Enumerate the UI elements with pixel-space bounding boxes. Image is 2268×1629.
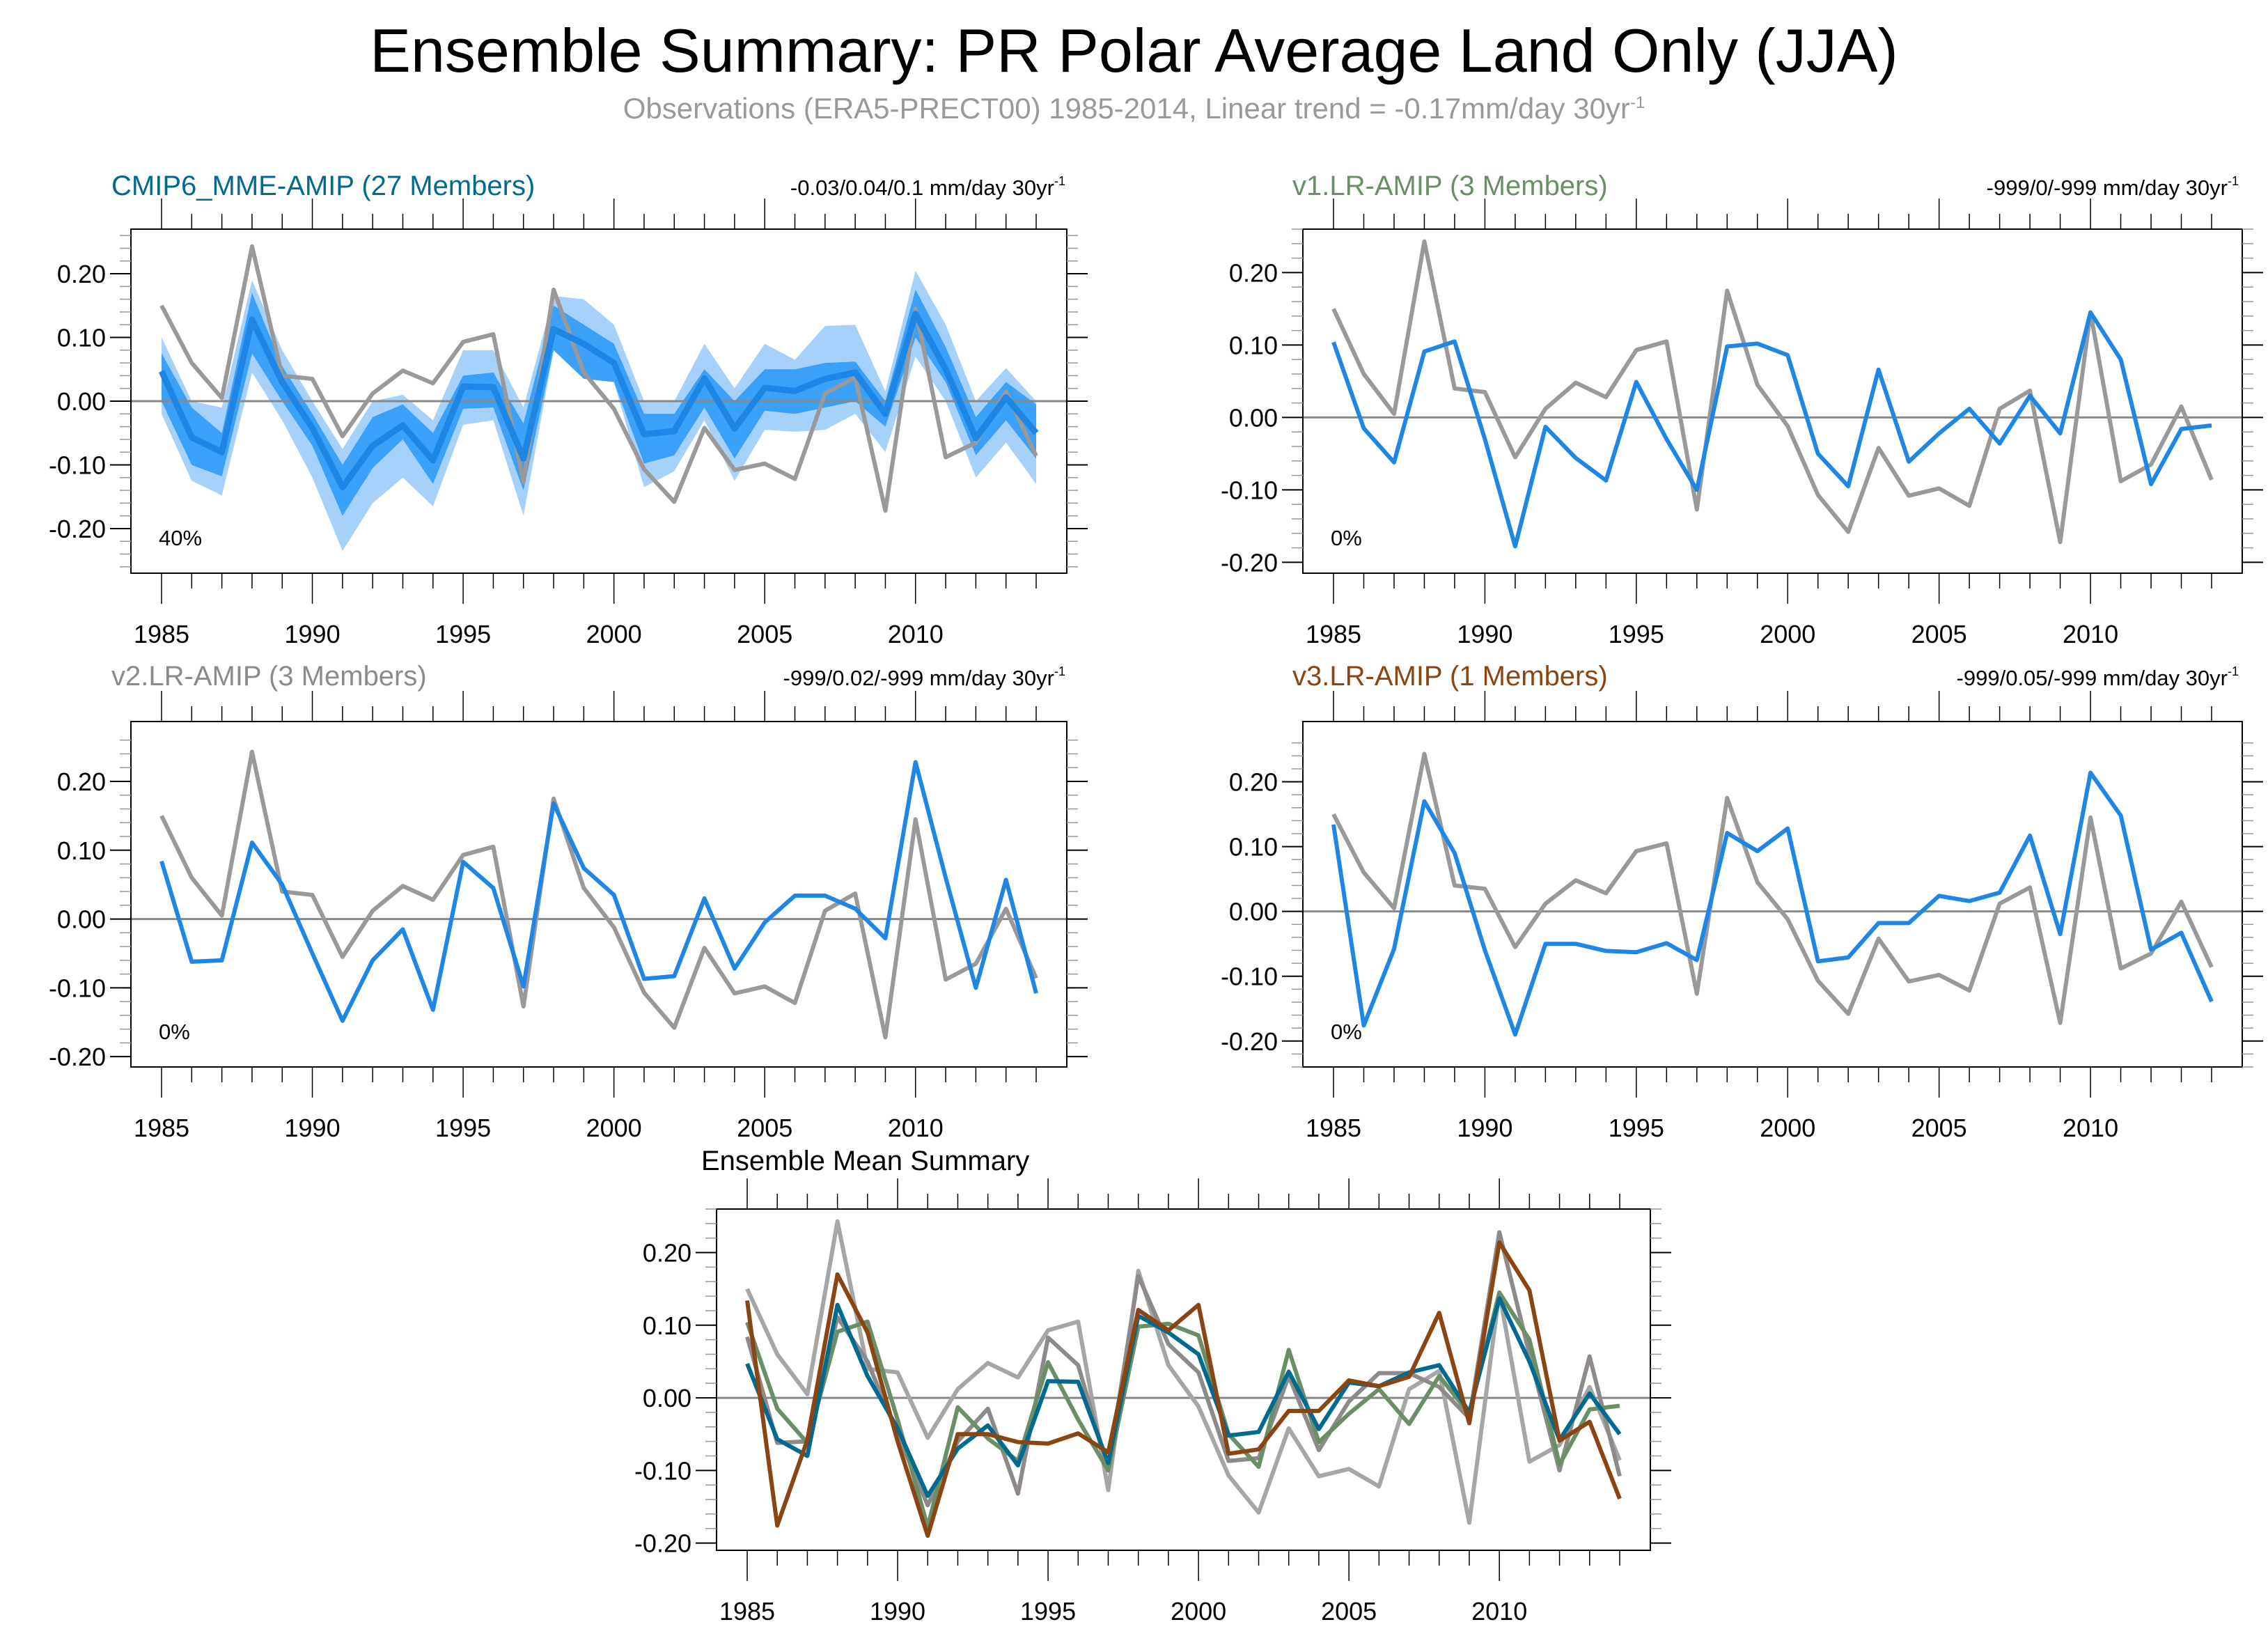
y-tick-label: 0.20: [1229, 768, 1278, 797]
x-tick-label: 1985: [1306, 620, 1361, 648]
y-tick-label: -0.10: [49, 451, 106, 479]
x-tick-label: 2010: [888, 620, 944, 648]
x-tick-label: 2005: [1911, 620, 1967, 648]
x-tick-label: 1995: [435, 1114, 491, 1142]
series-line-ensemble-mean: [1331, 770, 2214, 1037]
series-line-observations: [159, 749, 1038, 1040]
y-tick-label: 0.10: [1229, 833, 1278, 862]
x-tick-label: 2005: [1321, 1597, 1377, 1626]
y-tick-label: -0.20: [634, 1529, 691, 1558]
trend-superscript: -1: [1054, 174, 1065, 188]
chart-title: v1.LR-AMIP (3 Members): [1292, 171, 1608, 201]
series-line-observations: [1331, 239, 2214, 545]
series-line-observations: [159, 244, 1038, 513]
y-tick-label: -0.10: [49, 974, 106, 1002]
percent-label: 0%: [1331, 1020, 1362, 1044]
x-tick-label: 2000: [1760, 1114, 1815, 1142]
chart-panel-2: v1.LR-AMIP (3 Members) -999/0/-999 mm/day…: [1221, 171, 2263, 648]
series-line-v1-lr-amip: [745, 1290, 1620, 1529]
y-tick-label: 0.20: [57, 767, 106, 796]
y-tick-label: 0.00: [57, 387, 106, 416]
subtitle-superscript: -1: [1629, 93, 1645, 112]
series-line-ensemble-mean: [158, 311, 1039, 490]
band-25-75-range: [162, 289, 1036, 516]
trend-label: -999/0.05/-999 mm/day 30yr-1: [1957, 664, 2239, 690]
x-tick-label: 1990: [285, 1114, 341, 1142]
y-tick-label: -0.20: [49, 1043, 106, 1071]
x-tick-label: 2000: [1760, 620, 1815, 648]
x-tick-label: 1990: [285, 620, 341, 648]
x-tick-label: 2005: [1911, 1114, 1967, 1142]
x-tick-label: 1985: [134, 1114, 189, 1142]
chart-panel-4: v3.LR-AMIP (1 Members) -999/0.05/-999 mm/…: [1221, 661, 2263, 1142]
y-tick-label: 0.00: [1229, 403, 1278, 432]
chart-title: v2.LR-AMIP (3 Members): [111, 661, 427, 692]
y-tick-label: 0.10: [1229, 331, 1278, 359]
y-tick-label: 0.20: [643, 1239, 691, 1268]
x-tick-label: 2010: [2063, 1114, 2118, 1142]
y-tick-label: -0.20: [1221, 1027, 1278, 1056]
x-tick-label: 1995: [435, 620, 491, 648]
y-tick-label: 0.20: [1229, 258, 1278, 287]
y-tick-label: -0.10: [1221, 962, 1278, 991]
trend-superscript: -1: [2228, 664, 2239, 678]
y-tick-label: 0.20: [57, 260, 106, 288]
band-10-90-range: [162, 270, 1036, 551]
trend-label: -0.03/0.04/0.1 mm/day 30yr-1: [790, 174, 1065, 200]
chart-panel-5: Ensemble Mean Summary 1985 1990 1995 2000 200…: [634, 1146, 1671, 1626]
x-tick-label: 1985: [134, 620, 189, 648]
x-tick-label: 2000: [586, 1114, 642, 1142]
x-tick-label: 2000: [1171, 1597, 1226, 1626]
trend-superscript: -1: [2228, 174, 2239, 188]
percent-label: 40%: [159, 526, 202, 550]
series-line-observations: [745, 1219, 1622, 1525]
x-tick-label: 2005: [737, 620, 792, 648]
chart-panel-1: CMIP6_MME-AMIP (27 Members) -0.03/0.04/0.…: [49, 171, 1088, 648]
plot-frame: [716, 1208, 1651, 1551]
chart-title: Ensemble Mean Summary: [701, 1146, 1029, 1176]
x-tick-label: 2010: [2063, 620, 2118, 648]
plot-frame: [1302, 228, 2243, 574]
y-tick-label: -0.10: [1221, 476, 1278, 504]
x-tick-label: 2010: [1471, 1597, 1527, 1626]
x-tick-label: 1985: [719, 1597, 775, 1626]
y-tick-label: -0.20: [1221, 548, 1278, 577]
y-tick-label: -0.20: [49, 515, 106, 543]
chart-panel-3: v2.LR-AMIP (3 Members) -999/0.02/-999 mm/…: [49, 661, 1088, 1142]
x-tick-label: 1990: [870, 1597, 925, 1626]
x-tick-label: 1990: [1457, 620, 1512, 648]
subtitle-text: Observations (ERA5-PRECT00) 1985-2014, L…: [623, 92, 1630, 125]
y-tick-label: 0.10: [57, 324, 106, 352]
x-tick-label: 1995: [1609, 620, 1664, 648]
y-tick-label: 0.00: [57, 905, 106, 934]
series-line-ensemble-mean: [1331, 310, 2212, 549]
x-tick-label: 2005: [737, 1114, 792, 1142]
x-tick-label: 1985: [1306, 1114, 1361, 1142]
x-tick-label: 1990: [1457, 1114, 1512, 1142]
y-tick-label: 0.10: [643, 1311, 691, 1340]
x-tick-label: 1995: [1609, 1114, 1664, 1142]
x-tick-label: 1995: [1020, 1597, 1076, 1626]
chart-title: v3.LR-AMIP (1 Members): [1292, 661, 1608, 692]
trend-label: -999/0/-999 mm/day 30yr-1: [1987, 174, 2239, 200]
y-tick-label: -0.10: [634, 1456, 691, 1485]
trend-label: -999/0.02/-999 mm/day 30yr-1: [783, 664, 1065, 690]
chart-title: CMIP6_MME-AMIP (27 Members): [111, 171, 535, 201]
series-line-ensemble-mean: [159, 760, 1038, 1023]
y-tick-label: 0.00: [1229, 898, 1278, 926]
series-line-observations: [1331, 751, 2214, 1025]
y-tick-label: 0.00: [643, 1384, 691, 1412]
percent-label: 0%: [1331, 526, 1362, 550]
x-tick-label: 2010: [888, 1114, 944, 1142]
x-tick-label: 2000: [586, 620, 642, 648]
figure-subtitle: Observations (ERA5-PRECT00) 1985-2014, L…: [0, 92, 2268, 125]
percent-label: 0%: [159, 1020, 190, 1044]
series-line-v3-lr-amip: [745, 1240, 1622, 1538]
trend-superscript: -1: [1054, 664, 1065, 678]
plot-frame: [1302, 721, 2243, 1068]
y-tick-label: 0.10: [57, 836, 106, 865]
plot-frame: [130, 721, 1067, 1068]
figure-title: Ensemble Summary: PR Polar Average Land …: [370, 16, 1898, 85]
